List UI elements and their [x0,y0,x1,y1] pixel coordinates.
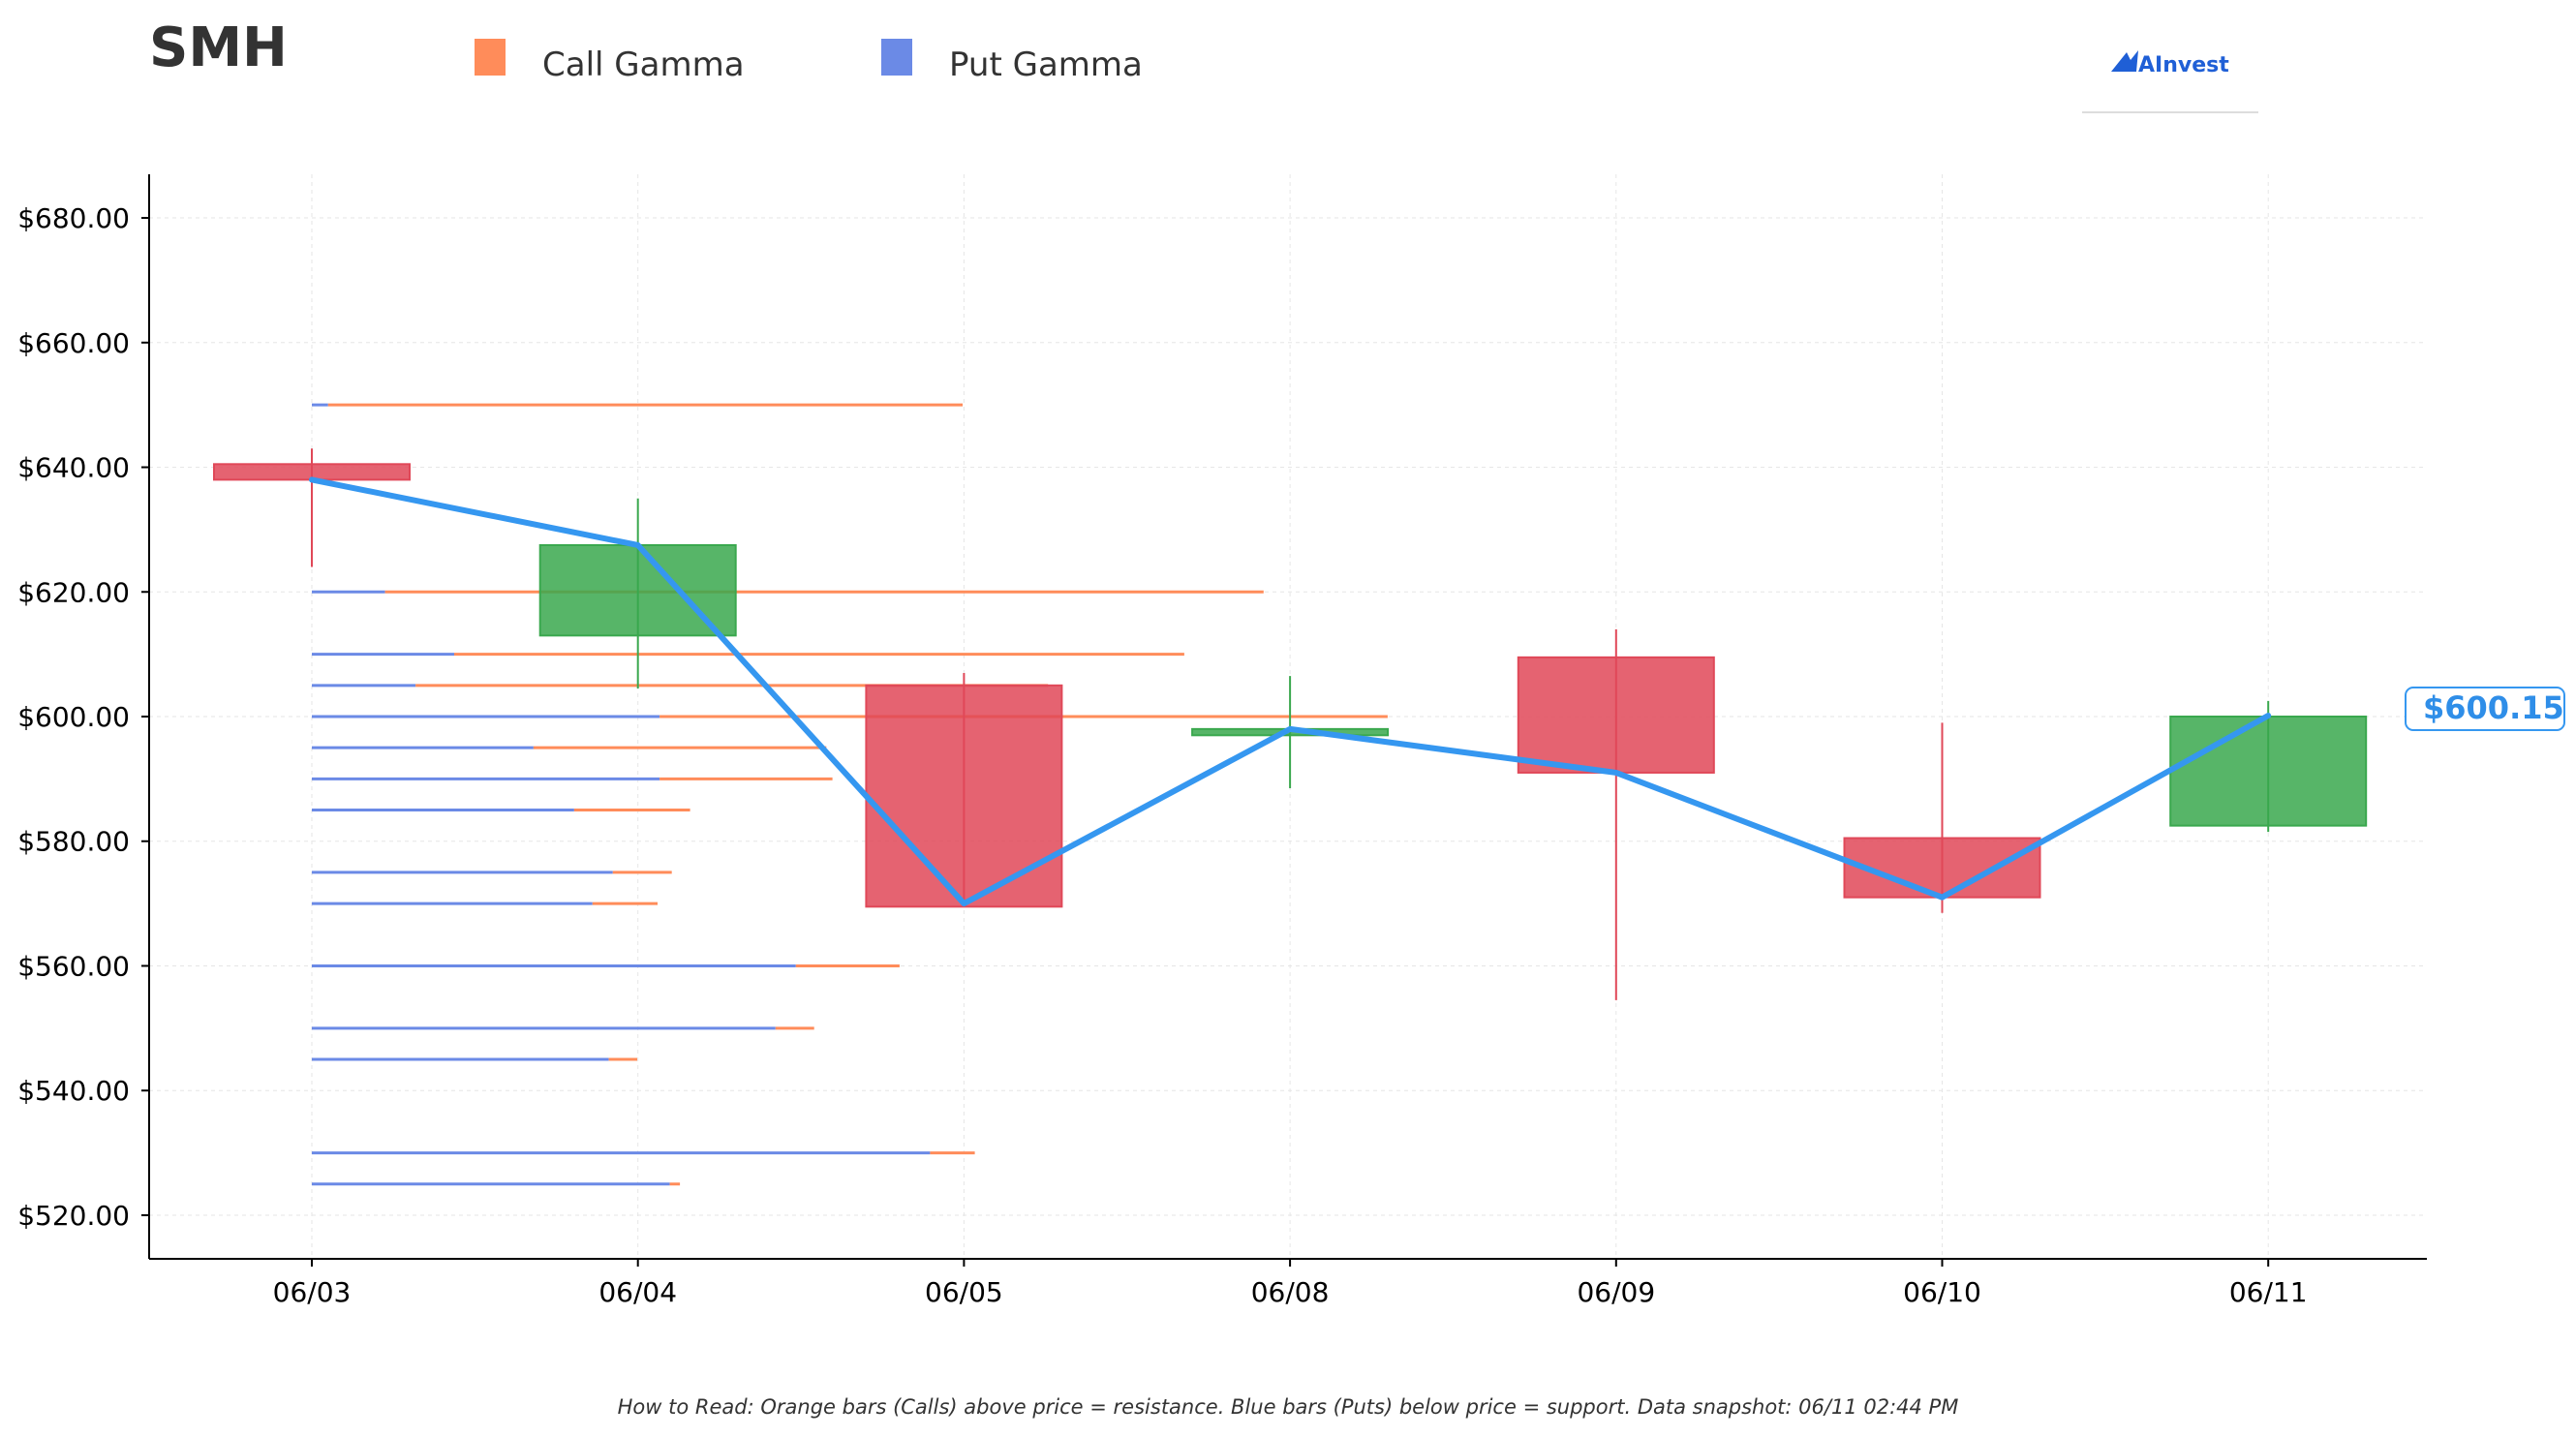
ainvest-logo-icon [2111,50,2138,72]
x-tick-label: 06/11 [2229,1276,2308,1308]
gamma-bars [312,403,1388,1186]
legend: Call Gamma Put Gamma [475,39,1143,84]
y-tick-label: $680.00 [17,202,130,234]
brand-name: AInvest [2138,53,2229,77]
y-tick-label: $620.00 [17,576,130,608]
y-tick-label: $560.00 [17,950,130,982]
price-line [309,476,2272,907]
y-tick-label: $600.00 [17,701,130,733]
x-tick-label: 06/05 [925,1276,1003,1308]
x-tick-label: 06/08 [1251,1276,1330,1308]
price-line-layer [309,476,2272,907]
last-price-tag: $600.15 [2405,687,2565,731]
y-tick-label: $660.00 [17,327,130,359]
tick-labels: $520.00 $540.00 $560.00 $580.00 $600.00 $620.… [17,202,2307,1308]
x-tick-label: 06/10 [1903,1276,1981,1308]
candles [213,448,2368,1000]
last-price-tag-text: $600.15 [2423,689,2564,726]
y-tick-label: $640.00 [17,452,130,484]
x-tick-label: 06/04 [598,1276,677,1308]
candle-body [865,684,1063,908]
candle-body [1843,837,2041,899]
y-tick-label: $520.00 [17,1200,130,1232]
legend-put-gamma-label: Put Gamma [949,46,1143,84]
y-tick-label: $540.00 [17,1075,130,1107]
y-tick-label: $580.00 [17,826,130,858]
last-price-tag-box [2405,687,2565,731]
ticker-title: SMH [149,16,288,79]
candle-body [2169,716,2368,827]
call-gamma-swatch-icon [475,39,506,76]
footnote: How to Read: Orange bars (Calls) above p… [618,1395,1959,1419]
x-tick-label: 06/03 [273,1276,352,1308]
candle-body [1517,656,1715,774]
put-gamma-swatch-icon [881,39,912,76]
x-tick-label: 06/09 [1577,1276,1655,1308]
brand-logo: AInvest [2082,50,2258,113]
legend-call-gamma-label: Call Gamma [542,46,745,84]
